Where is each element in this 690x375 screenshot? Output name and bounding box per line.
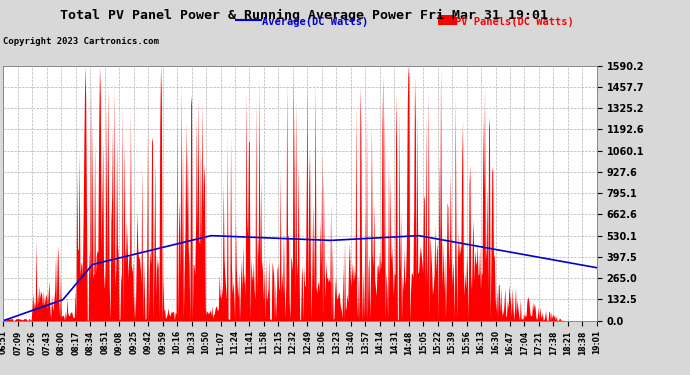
Text: PV Panels(DC Watts): PV Panels(DC Watts) [455,17,574,27]
Text: Average(DC Watts): Average(DC Watts) [262,17,368,27]
Text: Copyright 2023 Cartronics.com: Copyright 2023 Cartronics.com [3,38,159,46]
Text: Total PV Panel Power & Running Average Power Fri Mar 31 19:01: Total PV Panel Power & Running Average P… [59,9,548,22]
